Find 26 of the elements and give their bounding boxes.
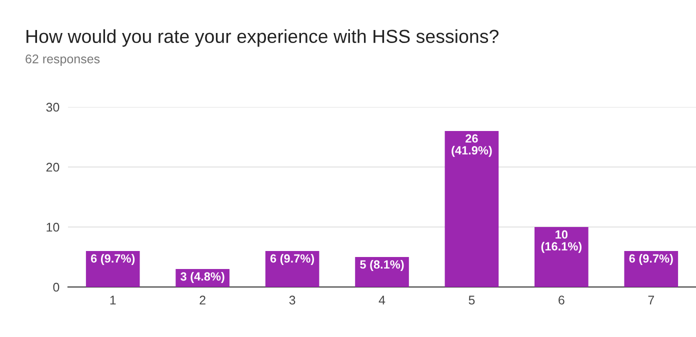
x-tick-label: 3 [289, 296, 296, 305]
bar [355, 257, 409, 287]
y-tick-label: 0 [53, 282, 60, 292]
bar [86, 251, 140, 287]
x-tick-label: 4 [378, 296, 386, 304]
y-tick-label: 20 [46, 162, 60, 172]
data-label: 6 (9.7%) [270, 254, 314, 266]
data-label: 6 (9.7%) [90, 254, 135, 266]
bar [624, 251, 678, 287]
x-tick-label: 5 [468, 296, 475, 305]
bar [265, 251, 320, 287]
bar [444, 131, 499, 287]
x-tick-label: 2 [200, 296, 206, 304]
data-label: 26 (41.9%) [452, 134, 492, 157]
data-label: 6 (9.7%) [629, 254, 673, 266]
x-tick-label: 7 [648, 296, 654, 304]
data-label: 3 (4.8%) [180, 272, 224, 284]
bar [534, 227, 588, 287]
x-tick-label: 6 [558, 296, 564, 305]
x-tick-label: 1 [110, 296, 116, 304]
data-label: 5 (8.1%) [360, 260, 404, 272]
chart-title: How would you rate your experience with HSS sessions? [26, 29, 498, 47]
data-label: 10 (16.1%) [541, 230, 582, 253]
y-tick-label: 10 [46, 222, 60, 232]
chart-subtitle: 62 responses [26, 54, 100, 66]
y-tick-label: 30 [46, 102, 60, 112]
